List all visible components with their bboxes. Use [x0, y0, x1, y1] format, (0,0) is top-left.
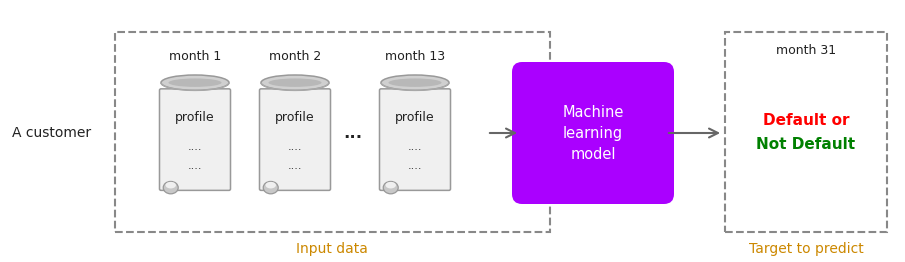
Text: ....: .... [408, 142, 423, 152]
Ellipse shape [161, 75, 229, 90]
Ellipse shape [383, 182, 398, 194]
Ellipse shape [381, 75, 449, 90]
Text: ....: .... [408, 161, 423, 171]
Text: Default or: Default or [763, 112, 849, 128]
Text: profile: profile [176, 111, 214, 123]
FancyBboxPatch shape [159, 89, 231, 190]
Text: ....: .... [187, 161, 202, 171]
Text: month 13: month 13 [385, 50, 445, 63]
Text: ...: ... [343, 124, 363, 142]
Text: month 2: month 2 [269, 50, 321, 63]
Text: Target to predict: Target to predict [748, 242, 863, 256]
Ellipse shape [261, 75, 329, 90]
Text: Input data: Input data [296, 242, 368, 256]
Text: ....: .... [187, 142, 202, 152]
Text: ....: .... [288, 142, 302, 152]
Ellipse shape [388, 78, 442, 87]
FancyBboxPatch shape [260, 89, 330, 190]
Text: ....: .... [288, 161, 302, 171]
Ellipse shape [269, 78, 321, 87]
Text: month 1: month 1 [169, 50, 221, 63]
Text: profile: profile [275, 111, 315, 123]
Ellipse shape [263, 182, 278, 194]
Text: A customer: A customer [13, 126, 91, 140]
FancyBboxPatch shape [379, 89, 451, 190]
Ellipse shape [166, 182, 176, 188]
FancyBboxPatch shape [512, 62, 674, 204]
Ellipse shape [386, 182, 396, 188]
Text: Not Default: Not Default [757, 137, 855, 151]
Ellipse shape [163, 182, 178, 194]
Text: month 31: month 31 [776, 43, 836, 57]
Text: Machine
learning
model: Machine learning model [562, 105, 624, 161]
Text: profile: profile [395, 111, 434, 123]
Ellipse shape [168, 78, 222, 87]
Ellipse shape [265, 182, 276, 188]
